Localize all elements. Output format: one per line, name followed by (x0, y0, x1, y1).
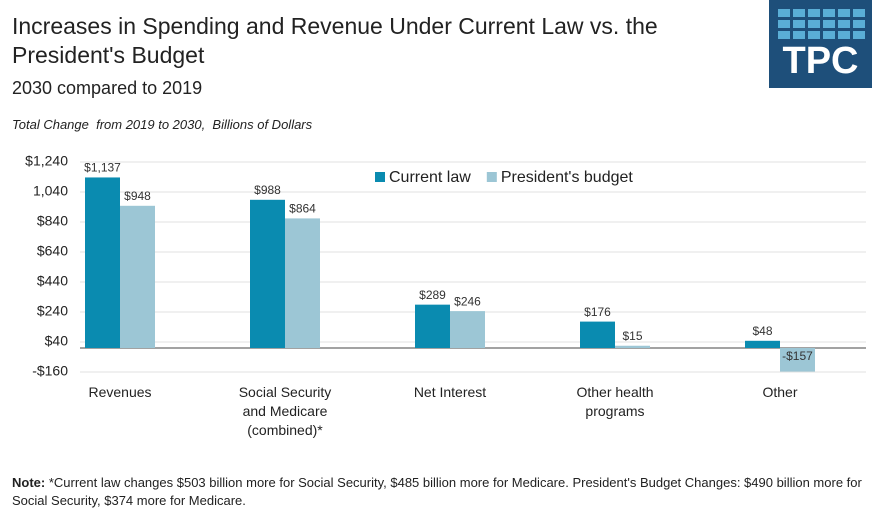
note-text: *Current law changes $503 billion more f… (12, 475, 862, 508)
y-tick-label: $840 (37, 213, 68, 229)
x-tick-label: Other (762, 384, 798, 400)
logo-square (793, 31, 805, 39)
data-label: -$157 (782, 349, 813, 363)
logo-square (793, 20, 805, 28)
data-label: $864 (289, 202, 316, 216)
data-label: $948 (124, 189, 151, 203)
bar (85, 177, 120, 348)
bar (745, 340, 780, 348)
data-label: $15 (622, 329, 642, 343)
y-tick-label: $240 (37, 303, 68, 319)
logo-square (853, 20, 865, 28)
y-tick-label: 1,040 (33, 183, 68, 199)
logo-square (793, 9, 805, 17)
bar (285, 218, 320, 348)
logo-square (823, 31, 835, 39)
bar (120, 205, 155, 348)
chart-subtitle: 2030 compared to 2019 (12, 78, 203, 98)
logo-grid (778, 9, 865, 39)
logo-square (808, 31, 820, 39)
bar (450, 311, 485, 348)
logo-square (778, 20, 790, 28)
logo-square (808, 9, 820, 17)
logo-square (838, 9, 850, 17)
data-label: $988 (254, 183, 281, 197)
y-tick-label: $40 (45, 333, 69, 349)
bar (615, 345, 650, 348)
x-tick-label: Revenues (88, 384, 152, 400)
y-tick-label: $1,240 (25, 153, 68, 169)
bar (780, 348, 815, 372)
data-label: $48 (752, 324, 772, 338)
y-tick-label: $440 (37, 273, 68, 289)
x-tick-label: Social Security and Medicare (combined)* (238, 384, 332, 438)
data-label: $1,137 (84, 161, 121, 175)
logo-square (853, 9, 865, 17)
y-tick-label: -$160 (32, 363, 68, 379)
axis-label: Total Change from 2019 to 2030, Billions… (12, 117, 313, 132)
logo-square (778, 9, 790, 17)
x-tick-label: Other health programs (576, 384, 654, 419)
legend-swatch (486, 172, 497, 182)
logo-square (838, 20, 850, 28)
x-tick-label: Net Interest (413, 384, 487, 400)
logo: TPC (769, 0, 872, 88)
note-label: Note: (12, 475, 46, 490)
legend-swatch (375, 172, 385, 182)
legend-label: Current law (389, 169, 471, 186)
logo-square (838, 31, 850, 39)
logo-square (808, 20, 820, 28)
chart-title: Increases in Spending and Revenue Under … (12, 13, 658, 68)
logo-square (823, 20, 835, 28)
logo-square (853, 31, 865, 39)
legend-label: President's budget (501, 169, 634, 186)
note: Note: *Current law changes $503 billion … (12, 474, 862, 510)
logo-text: TPC (782, 40, 859, 82)
bar (415, 304, 450, 348)
logo-square (823, 9, 835, 17)
y-tick-label: $640 (37, 243, 68, 259)
data-label: $246 (454, 294, 481, 308)
logo-square (778, 31, 790, 39)
bar (580, 321, 615, 348)
bar (250, 199, 285, 348)
data-label: $289 (419, 288, 446, 302)
data-label: $176 (584, 305, 611, 319)
